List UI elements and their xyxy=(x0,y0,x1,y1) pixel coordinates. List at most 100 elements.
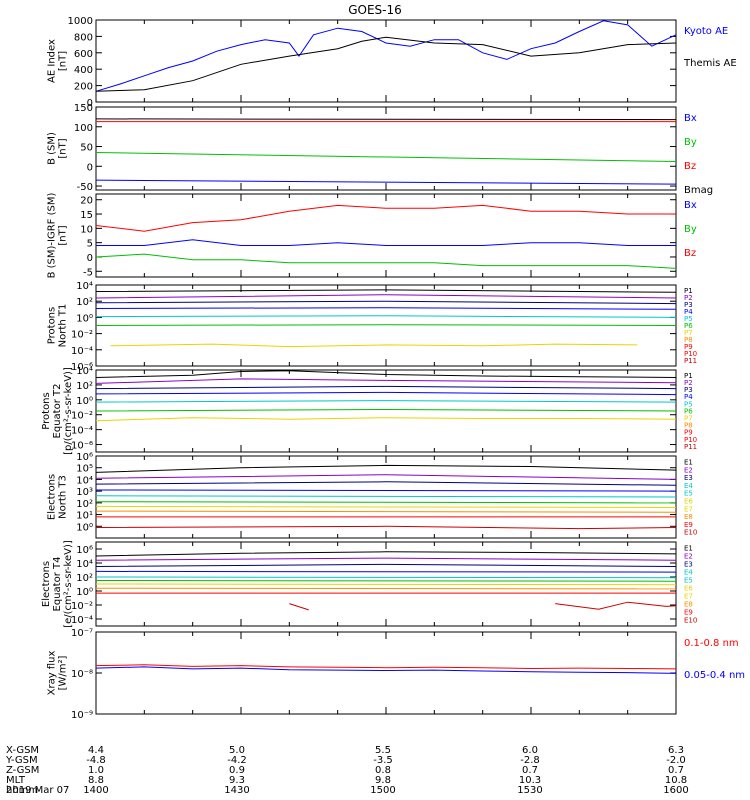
series-line-e1 xyxy=(95,551,677,557)
series-line-p1 xyxy=(95,370,677,378)
series-line-p3 xyxy=(95,385,677,390)
panel-frame xyxy=(95,631,677,715)
series-line-0-1-0-8-nm xyxy=(95,664,677,670)
ephemeris-value: 6.3 xyxy=(668,745,684,756)
y-axis-label-line: [W/m²] xyxy=(58,655,69,690)
series-line-e6 xyxy=(95,580,677,582)
legend-entry: P7 xyxy=(684,415,693,423)
ephemeris-value: -4.8 xyxy=(86,755,106,766)
legend-entry: E9 xyxy=(684,521,693,529)
ephemeris-row-label: Z-GSM xyxy=(6,765,39,776)
series-line-by xyxy=(95,253,677,269)
y-tick-label: 10⁰ xyxy=(76,522,93,533)
ephemeris-row-label: MLT xyxy=(6,775,26,786)
series-line-e10b xyxy=(555,601,677,610)
series-line-e2 xyxy=(95,557,677,561)
y-axis-label-line: B (SM) xyxy=(47,132,58,165)
y-tick-label: 10⁶ xyxy=(76,452,93,463)
legend-entry: E4 xyxy=(684,569,693,577)
ephemeris-value: -3.5 xyxy=(373,755,393,766)
y-tick-label: 1000 xyxy=(68,16,93,27)
ephemeris-value: 8.8 xyxy=(88,775,104,786)
y-tick-label: 150 xyxy=(74,103,93,114)
series-line-e4 xyxy=(95,489,677,492)
y-tick-label: 10² xyxy=(76,381,93,392)
legend-entry: P7 xyxy=(684,329,693,337)
panel-1: 0 200 400 600 800 1000 AE Index[nT] Kyoto AE The… xyxy=(47,16,737,109)
series-line-p2 xyxy=(95,294,677,299)
ephemeris-row-label: hhmm xyxy=(6,785,38,796)
series-line-e8 xyxy=(95,510,677,513)
y-tick-label: 10⁴ xyxy=(76,281,93,292)
legend-entry: P8 xyxy=(684,422,693,430)
y-tick-label: 10⁰ xyxy=(76,313,93,324)
ephemeris-value: 0.8 xyxy=(375,765,391,776)
y-axis-label-line: North T3 xyxy=(58,475,69,519)
y-tick-label: 10⁰ xyxy=(76,396,93,407)
panel-4: 10⁻⁶ 10⁻⁴ 10⁻² 10⁰ 10² 10⁴ ProtonsNorth T1 P1P2… xyxy=(47,281,698,373)
legend-entry: E8 xyxy=(684,601,693,609)
series-line-p2 xyxy=(95,378,677,384)
series-line-p4 xyxy=(95,307,677,310)
series-line-p7 xyxy=(110,343,638,348)
series-line-p5 xyxy=(95,315,677,318)
y-tick-label: 10³ xyxy=(76,487,93,498)
series-line-e3 xyxy=(95,563,677,567)
series-line-e10 xyxy=(95,525,677,530)
y-tick-label: 400 xyxy=(74,65,93,76)
y-tick-label: 10⁻⁶ xyxy=(71,441,93,452)
ephemeris-value: 1.0 xyxy=(88,765,104,776)
y-tick-label: -50 xyxy=(77,182,93,193)
series-line-p1 xyxy=(95,289,677,293)
y-tick-label: 100 xyxy=(74,123,93,134)
y-axis-label: AE Index[nT] xyxy=(47,39,69,83)
panel-frame xyxy=(95,19,677,103)
legend-entry: 0.05-0.4 nm xyxy=(684,670,745,681)
date-label: 2019 Mar 07 xyxy=(6,785,69,796)
y-axis-label-line: [p/(cm²-s-sr-keV)] xyxy=(63,367,74,455)
legend-entry: Themis AE xyxy=(683,58,737,69)
legend-entry: P3 xyxy=(684,301,693,309)
ephemeris-value: 9.3 xyxy=(229,775,245,786)
chart-title: GOES-16 xyxy=(348,3,402,17)
legend-entry: By xyxy=(684,224,697,235)
series-line-e2 xyxy=(95,474,677,480)
y-tick-label: 10⁻⁴ xyxy=(71,615,93,626)
ephemeris-value: -4.2 xyxy=(227,755,247,766)
y-tick-label: 200 xyxy=(74,82,93,93)
legend-entry: Bx xyxy=(684,113,697,124)
series-line-kyoto-ae xyxy=(95,20,677,92)
ephemeris-value: 1530 xyxy=(517,785,542,796)
y-axis-label-line: Xray flux xyxy=(47,651,58,696)
series-line-bx xyxy=(96,239,676,246)
y-axis-label-line: Electrons xyxy=(41,561,52,607)
y-tick-label: 10⁻² xyxy=(71,411,93,422)
y-tick-label: 10⁻⁴ xyxy=(71,426,93,437)
y-axis-label-line: Equator T2 xyxy=(52,384,63,439)
legend-entry: E2 xyxy=(684,553,693,561)
y-tick-label: 10⁴ xyxy=(76,366,93,377)
legend-entry: P1 xyxy=(684,287,693,295)
legend-entry: By xyxy=(684,137,697,148)
y-axis-label: ElectronsEquator T4[e/(cm²-s-sr-keV)] xyxy=(41,540,74,628)
y-tick-label: 10² xyxy=(76,499,93,510)
y-tick-label: 10⁴ xyxy=(76,559,93,570)
legend-entry: E6 xyxy=(684,497,693,505)
legend-entry: P9 xyxy=(684,343,693,351)
legend-entry: P5 xyxy=(684,315,693,323)
legend-entry: P2 xyxy=(684,294,693,302)
series-line-e7 xyxy=(95,505,677,508)
series-line-e5 xyxy=(95,576,677,579)
ephemeris-value: 0.7 xyxy=(522,765,538,776)
ephemeris-value: 4.4 xyxy=(88,745,104,756)
y-tick-label: 20 xyxy=(80,196,93,207)
legend-entry: E8 xyxy=(684,513,693,521)
ephemeris-row-label: X-GSM xyxy=(6,745,39,756)
series-line-p5 xyxy=(95,400,677,403)
legend-entry: P10 xyxy=(684,436,697,444)
legend-entry: E3 xyxy=(684,474,693,482)
y-axis-label-line: Protons xyxy=(47,307,58,344)
y-tick-label: 15 xyxy=(80,210,93,221)
y-axis-label-line: Equator T4 xyxy=(52,557,63,612)
